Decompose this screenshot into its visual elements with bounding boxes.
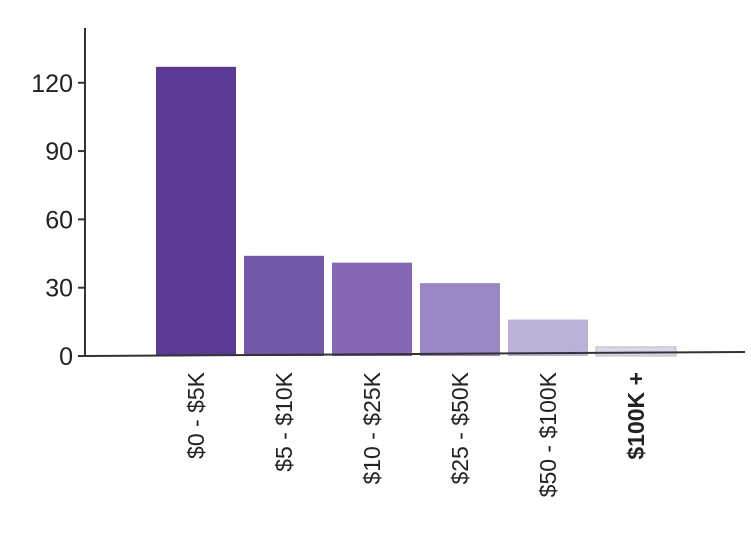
bar-2 <box>332 262 412 356</box>
x-axis-line <box>84 351 746 357</box>
y-tick-label: 0 <box>59 343 73 371</box>
x-category-label: $50 - $100K <box>535 371 561 497</box>
bar-3 <box>420 283 500 356</box>
bar-1 <box>244 255 324 356</box>
x-category-label: $0 - $5K <box>183 371 209 459</box>
y-tick-label: 60 <box>45 206 73 234</box>
category-labels-layer: $0 - $5K $5 - $10K $10 - $25K $25 - $50K $50… <box>183 371 649 497</box>
x-category-label: $25 - $50K <box>447 371 473 484</box>
bar-4 <box>508 319 588 356</box>
x-category-label: $5 - $10K <box>271 371 297 471</box>
y-ticks-layer: 0 30 60 90 120 <box>31 70 85 371</box>
y-tick-label: 30 <box>45 275 73 303</box>
y-tick-label: 120 <box>31 70 73 98</box>
bar-5 <box>595 346 677 357</box>
bars-layer <box>156 66 677 357</box>
y-tick-label: 90 <box>45 138 73 166</box>
x-category-label: $100K + <box>623 372 649 460</box>
bar-0 <box>156 66 236 357</box>
x-category-label: $10 - $25K <box>359 371 385 484</box>
